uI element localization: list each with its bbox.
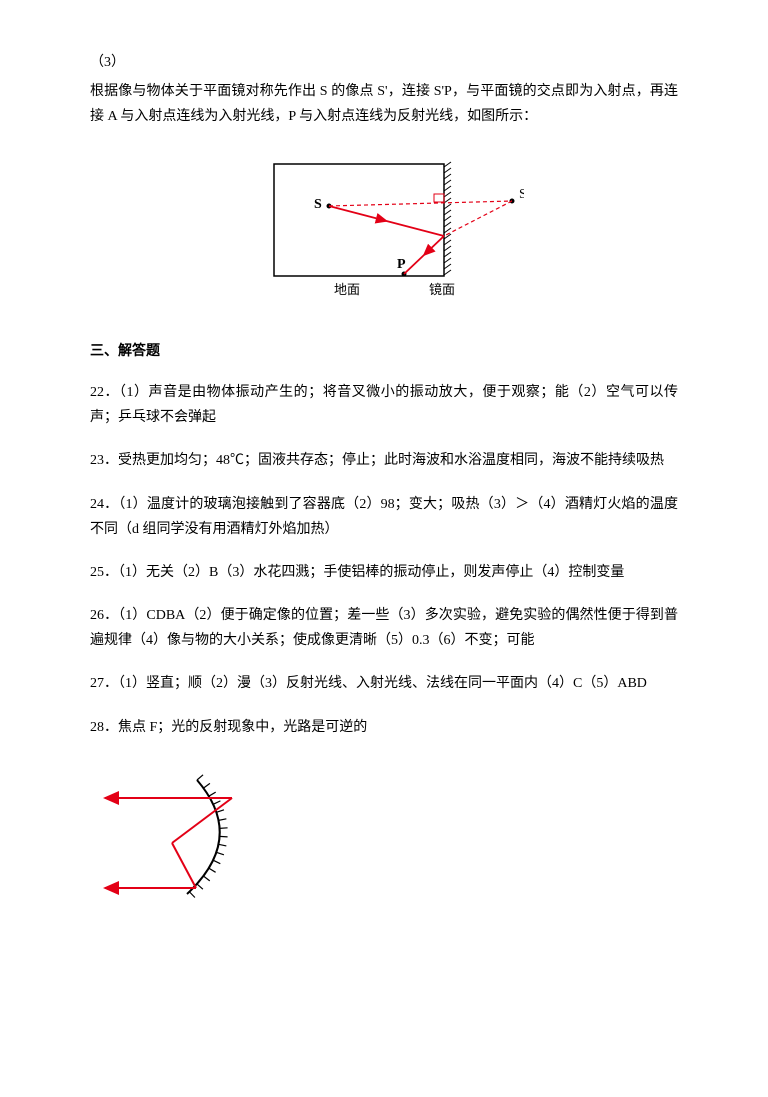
concave-mirror-diagram bbox=[90, 758, 678, 927]
answer-item: 22．（1）声音是由物体振动产生的；将音叉微小的振动放大，便于观察；能（2）空气… bbox=[90, 380, 678, 430]
section-heading: 三、解答题 bbox=[90, 339, 678, 364]
svg-text:S´: S´ bbox=[519, 187, 524, 202]
intro-text: 根据像与物体关于平面镜对称先作出 S 的像点 S'，连接 S'P，与平面镜的交点… bbox=[90, 79, 678, 129]
answer-item: 28．焦点 F；光的反射现象中，光路是可逆的 bbox=[90, 715, 678, 740]
answer-item: 26．（1）CDBA（2）便于确定像的位置；差一些（3）多次实验，避免实验的偶然… bbox=[90, 603, 678, 653]
mirror-diagram: S S´ P 地面 镜面 bbox=[90, 146, 678, 315]
svg-text:地面: 地面 bbox=[334, 282, 360, 297]
answer-item: 27．（1）竖直；顺（2）漫（3）反射光线、入射光线、法线在同一平面内（4）C（… bbox=[90, 671, 678, 696]
intro-marker: （3） bbox=[90, 50, 678, 75]
answer-item: 24．（1）温度计的玻璃泡接触到了容器底（2）98；变大；吸热（3）＞（4）酒精… bbox=[90, 492, 678, 542]
answer-item: 23．受热更加均匀；48℃；固液共存态；停止；此时海波和水浴温度相同，海波不能持… bbox=[90, 448, 678, 473]
svg-text:S: S bbox=[314, 197, 322, 212]
svg-text:镜面: 镜面 bbox=[429, 282, 455, 297]
answer-item: 25．（1）无关（2）B（3）水花四溅；手使铝棒的振动停止，则发声停止（4）控制… bbox=[90, 560, 678, 585]
svg-text:P: P bbox=[397, 257, 406, 272]
